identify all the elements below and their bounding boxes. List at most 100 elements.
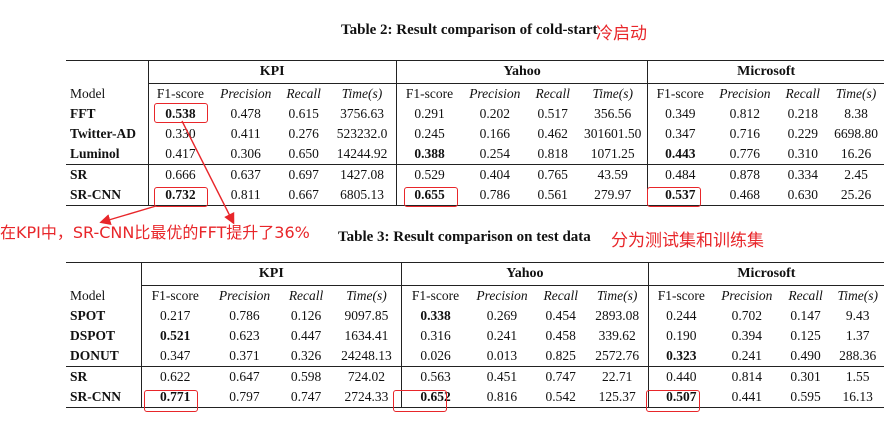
table-cell: 0.771 bbox=[140, 387, 209, 408]
table-cell: 0.747 bbox=[534, 366, 587, 387]
highlight-box-t3-srcnn-kpi-f1 bbox=[144, 390, 198, 412]
model-name-cell: Twitter-AD bbox=[70, 126, 136, 141]
table-cell: 0.440 bbox=[647, 366, 714, 387]
table3: KPI Yahoo Microsoft Model F1-score Preci… bbox=[66, 262, 884, 408]
col-header: Precision bbox=[469, 86, 521, 101]
table3-caption: Table 3: Result comparison on test data bbox=[338, 229, 591, 245]
table-cell: 0.458 bbox=[545, 328, 576, 343]
table-cell: 0.666 bbox=[147, 164, 213, 185]
table-cell: 0.630 bbox=[777, 185, 829, 206]
col-header: Time(s) bbox=[837, 288, 878, 303]
table-cell: 0.347 bbox=[647, 124, 713, 144]
table-row: Twitter-AD 0.330 0.411 0.276 523232.0 0.245 0.… bbox=[66, 124, 884, 144]
table-cell: 0.732 bbox=[147, 185, 213, 206]
col-header: Recall bbox=[788, 288, 823, 303]
table-cell: 0.517 bbox=[537, 106, 568, 121]
table-cell: 9097.85 bbox=[344, 308, 389, 323]
table-cell: 0.244 bbox=[647, 306, 714, 326]
table-cell: 22.71 bbox=[586, 366, 649, 387]
table-cell: 2724.33 bbox=[331, 387, 402, 408]
table-cell: 125.37 bbox=[586, 387, 649, 408]
model-name-cell: SR bbox=[66, 164, 149, 185]
table-cell: 0.811 bbox=[212, 185, 280, 206]
table-cell: 0.394 bbox=[731, 328, 762, 343]
table-cell: 0.468 bbox=[712, 185, 778, 206]
col-header: Recall bbox=[288, 288, 324, 303]
table-cell: 16.26 bbox=[840, 146, 872, 161]
table-cell: 0.818 bbox=[537, 146, 568, 161]
col-header: Recall bbox=[535, 86, 570, 101]
table-cell: 2893.08 bbox=[595, 308, 640, 323]
table-cell: 0.241 bbox=[731, 348, 762, 363]
table-cell: 0.190 bbox=[647, 326, 714, 346]
table-cell: 1.37 bbox=[845, 328, 870, 343]
table-cell: 523232.0 bbox=[336, 126, 388, 141]
table-cell: 0.623 bbox=[229, 328, 260, 343]
table-cell: 0.697 bbox=[279, 164, 329, 185]
table-cell: 0.202 bbox=[479, 106, 510, 121]
table-cell: 0.334 bbox=[777, 164, 829, 185]
table-cell: 3756.63 bbox=[340, 106, 384, 121]
model-name-cell: SR-CNN bbox=[66, 387, 142, 408]
arrow-to-kpi-note bbox=[99, 205, 157, 225]
table-cell: 0.349 bbox=[647, 104, 713, 124]
table3-column-header-row: Model F1-score Precision Recall Time(s) … bbox=[66, 285, 884, 306]
table3-model-header: Model bbox=[70, 287, 106, 303]
highlight-box-srcnn-kpi-f1 bbox=[154, 187, 208, 207]
table-row: FFT 0.538 0.478 0.615 3756.63 0.291 0.202 0.517… bbox=[66, 104, 884, 124]
table3-group-header-row: KPI Yahoo Microsoft bbox=[66, 262, 884, 286]
split-annotation: 分为测试集和训练集 bbox=[611, 231, 764, 251]
table-cell: 0.537 bbox=[647, 185, 713, 206]
table-cell: 301601.50 bbox=[584, 126, 642, 141]
table-row: SR-CNN 0.732 0.811 0.667 6805.13 0.655 0.786 0.… bbox=[66, 185, 884, 206]
col-header: Precision bbox=[719, 86, 771, 101]
table-cell: 0.347 bbox=[140, 346, 209, 367]
col-header: Precision bbox=[218, 288, 271, 303]
table-cell: 2572.76 bbox=[595, 348, 640, 363]
coldstart-annotation: 冷启动 bbox=[596, 24, 647, 44]
table-cell: 0.667 bbox=[279, 185, 329, 206]
table-cell: 0.229 bbox=[787, 126, 818, 141]
table-cell: 288.36 bbox=[839, 348, 877, 363]
col-header: Time(s) bbox=[596, 288, 638, 303]
table-row: SR-CNN 0.771 0.797 0.747 2724.33 0.652 0.816 0.… bbox=[66, 387, 884, 408]
highlight-box-t3-srcnn-microsoft-f1 bbox=[646, 390, 700, 412]
table-cell: 0.652 bbox=[401, 387, 470, 408]
table-cell: 0.291 bbox=[395, 104, 463, 124]
table-cell: 0.716 bbox=[729, 126, 761, 141]
table-cell: 0.776 bbox=[729, 146, 761, 161]
table-cell: 0.126 bbox=[290, 308, 322, 323]
table-cell: 0.316 bbox=[401, 326, 470, 346]
table-cell: 0.825 bbox=[545, 348, 576, 363]
table2-group-yahoo: Yahoo bbox=[395, 60, 648, 84]
table-cell: 14244.92 bbox=[336, 146, 388, 161]
table-cell: 0.371 bbox=[229, 348, 260, 363]
model-name-cell: DONUT bbox=[70, 348, 119, 363]
table-row: DONUT 0.347 0.371 0.326 24248.13 0.026 0.013 0.… bbox=[66, 346, 884, 367]
table-cell: 356.56 bbox=[594, 106, 632, 121]
col-header: F1-score bbox=[140, 285, 209, 306]
table-cell: 6698.80 bbox=[834, 126, 878, 141]
model-name-cell: Luminol bbox=[70, 146, 120, 161]
table-cell: 0.218 bbox=[787, 106, 818, 121]
col-header: Precision bbox=[476, 288, 528, 303]
table-cell: 0.786 bbox=[462, 185, 528, 206]
table-cell: 0.542 bbox=[534, 387, 587, 408]
table-row: Luminol 0.417 0.306 0.650 14244.92 0.388 0.254… bbox=[66, 144, 884, 165]
table-cell: 0.306 bbox=[230, 146, 261, 161]
highlight-box-t3-srcnn-yahoo-f1 bbox=[393, 390, 447, 412]
table-row: SPOT 0.217 0.786 0.126 9097.85 0.338 0.269 0.45… bbox=[66, 306, 884, 326]
table-cell: 0.330 bbox=[147, 124, 213, 144]
table-cell: 0.797 bbox=[208, 387, 281, 408]
table-cell: 0.026 bbox=[401, 346, 470, 367]
table-cell: 0.490 bbox=[790, 348, 821, 363]
table-cell: 0.166 bbox=[479, 126, 510, 141]
col-header: F1-score bbox=[147, 83, 213, 104]
col-header: Time(s) bbox=[341, 86, 383, 101]
model-name-cell: SR-CNN bbox=[66, 185, 149, 206]
table-cell: 0.013 bbox=[486, 348, 518, 363]
table-cell: 0.338 bbox=[401, 306, 470, 326]
table-cell: 0.598 bbox=[280, 366, 332, 387]
table-cell: 0.563 bbox=[401, 366, 470, 387]
